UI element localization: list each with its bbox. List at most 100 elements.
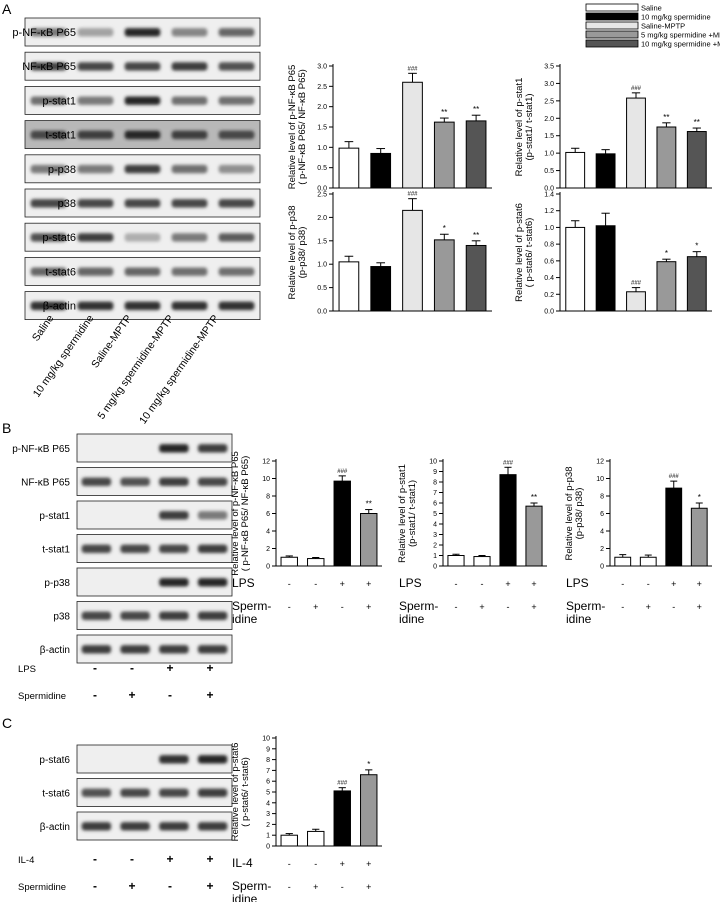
y-tick-label: 1.2 [544,208,554,215]
b1-treat-sign: + [366,602,371,612]
bar-3 [499,474,517,567]
y-tick-label: 2.5 [317,192,327,199]
c-treat-sign: + [206,879,213,893]
band [197,645,228,654]
c-treat-row-label-2: Spermidine [18,882,66,893]
band [77,28,114,37]
band [81,822,112,831]
blot-a-label-6: p38 [58,198,76,210]
b2-treat-sign: + [479,602,484,612]
bar-5 [686,256,707,312]
y-tick-label: 8 [433,480,437,487]
band [171,267,208,276]
b2-treat-sign: - [455,602,458,612]
b3-treat-sign: + [697,579,702,589]
bar-1 [565,151,586,189]
y-tick-label: 4 [600,529,604,536]
blot-b-row-2 [76,467,233,496]
legend-label-2: 10 mg/kg spermidine [641,13,711,22]
significance-mark: ### [407,192,418,198]
band [218,62,255,71]
band [77,233,114,242]
western-blots [24,17,261,841]
y-tick-label: 2.0 [317,104,327,111]
b1-treat-label-2: Sperm- [232,599,271,613]
bar-1 [338,261,360,312]
b3-treat-label-2: idine [566,612,592,626]
blot-b-row-5 [76,567,233,597]
y-axis-label: (p-stat1/ t-stat1) [524,93,535,160]
legend-label-5: 10 mg/kg spermidine +MPTP [641,40,720,49]
b2-treat-sign: + [531,579,536,589]
bar-2 [639,556,657,567]
panel-letter-c: C [2,715,12,731]
y-tick-label: 8 [600,494,604,501]
b-treat-sign: + [206,688,213,702]
y-axis-label: ( p-NF-κB P65/ NF-κB P65) [240,456,251,572]
b1-treat-sign: - [341,602,344,612]
y-tick-label: 2 [266,822,270,829]
blot-a-row-1 [24,17,261,47]
c1-treat-sign: - [341,882,344,892]
b1-treat-sign: - [314,579,317,589]
y-tick-label: 2.5 [544,98,554,105]
band [197,511,228,520]
band [124,164,161,174]
blot-a-label-3: p-stat1 [42,95,76,107]
c1-treat-sign: - [288,882,291,892]
blot-b-label-5: p-p38 [44,578,70,589]
bar-4 [656,261,677,312]
chart-B1: 0 2 4 6 8 10 12 Relative level of p-NF-κB P65( … [230,451,382,576]
band [171,164,208,174]
y-tick-label: 0 [266,844,270,851]
chart-A1: 0.0 0.5 1.0 1.5 2.0 2.5 3.0 Relative level of p… [287,64,492,193]
y-tick-label: 2 [266,546,270,553]
c-treat-sign: - [130,852,134,866]
band [120,611,150,620]
y-tick-label: 2 [600,546,604,553]
y-tick-label: 8 [266,757,270,764]
band [81,477,112,486]
significance-mark: ### [503,460,514,466]
b3-treat-sign: - [621,602,624,612]
blot-c-label-3: β-actin [40,822,70,833]
significance-mark: ### [337,781,348,787]
y-axis-label: (p-stat1/ t-stat1) [407,480,418,547]
y-tick-label: 0.8 [544,242,554,249]
band [124,96,161,105]
bar-4 [656,126,677,189]
band [218,96,255,105]
bar-4 [360,774,378,847]
band [124,130,161,140]
band [171,62,208,71]
significance-mark: ** [694,118,700,127]
b-treat-sign: + [166,661,173,675]
band [159,788,189,797]
blot-a-row-6 [24,188,261,218]
b1-treat-sign: + [340,579,345,589]
band [77,199,114,208]
chart-A4: 0.0 0.2 0.4 0.6 0.8 1.0 1.2 1.4 Relative level o… [514,192,712,316]
y-tick-label: 0.0 [544,309,554,316]
blot-b-label-2: NF-κB P65 [21,478,70,489]
band [171,28,208,37]
y-axis-label: (p-p38/ p38) [297,227,308,279]
bar-5 [686,131,707,189]
blot-b-label-7: β-actin [40,645,70,656]
band [159,544,189,553]
band [77,62,114,71]
significance-mark: ** [531,493,537,502]
band [218,164,255,174]
y-tick-label: 3.0 [317,64,327,71]
band [197,755,228,764]
bar-3 [626,291,646,312]
b1-treat-label-1: LPS [232,576,255,590]
bar-4 [525,505,543,567]
y-tick-label: 10 [596,476,604,483]
bar-3 [402,81,423,189]
y-tick-label: 4 [266,529,270,536]
band [159,511,189,520]
band [30,199,67,208]
band [30,233,67,242]
